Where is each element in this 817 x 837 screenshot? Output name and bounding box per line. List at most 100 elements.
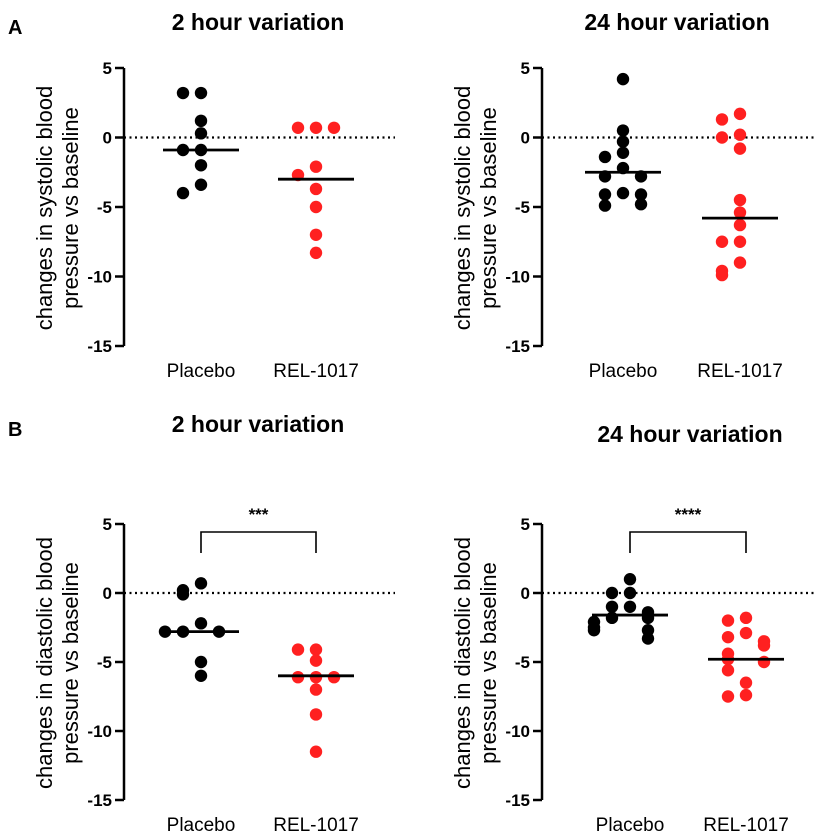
data-point-placebo [616,135,630,148]
data-point-rel-1017 [309,200,323,214]
y-axis-label-line: pressure vs baseline [58,107,83,309]
y-tick-label: -10 [87,268,112,287]
data-point-rel-1017 [733,107,747,121]
data-point-placebo [641,632,655,645]
chart-title: 24 hour variation [597,421,782,447]
significance-label: *** [249,505,269,524]
category-label: REL-1017 [273,815,359,836]
data-point-rel-1017 [733,256,747,269]
chart-title: 2 hour variation [172,411,345,437]
data-point-placebo [598,150,612,164]
data-point-rel-1017 [733,128,747,141]
data-point-rel-1017 [739,688,753,702]
data-point-rel-1017 [309,182,323,196]
data-point-placebo [616,72,630,86]
y-tick-label: 5 [521,59,530,78]
data-point-rel-1017 [309,708,323,721]
charts: 2 hour variation changes in systolic bloo… [32,9,817,836]
data-point-rel-1017 [715,131,729,144]
data-point-placebo [634,188,648,201]
data-point-placebo [194,114,208,128]
y-axis-label-line: pressure vs baseline [58,562,83,764]
chart-panel-3: 2 hour variation changes in diastolic blo… [32,411,395,836]
data-point-placebo [634,198,648,211]
data-point-rel-1017 [715,113,729,126]
data-point-rel-1017 [309,745,323,758]
data-point-placebo [176,588,190,601]
chart-title: 2 hour variation [172,9,345,35]
data-point-placebo [194,577,208,590]
data-point-rel-1017 [739,611,753,625]
y-tick-label: -10 [505,268,530,287]
y-axis-label-line: changes in systolic blood [450,86,475,331]
data-point-placebo [598,199,612,212]
y-tick-label: -15 [505,791,530,810]
data-point-rel-1017 [309,683,323,696]
category-label: Placebo [589,361,658,382]
data-point-placebo [623,573,637,586]
y-tick-label: -10 [505,722,530,741]
data-point-rel-1017 [721,630,735,644]
data-point-placebo [194,86,208,100]
y-tick-label: 5 [521,515,530,534]
data-point-rel-1017 [733,206,747,219]
data-point-placebo [598,188,612,201]
y-tick-label: -5 [97,653,112,672]
data-point-placebo [616,186,630,200]
panel-letter-b: B [8,419,22,441]
significance-bracket [629,531,747,553]
category-label: Placebo [167,815,236,836]
data-point-rel-1017 [291,643,305,656]
y-tick-label: -15 [87,791,112,810]
data-point-placebo [605,611,619,625]
y-tick-label: 5 [103,515,112,534]
data-point-placebo [616,124,630,137]
y-axis-label-line: changes in systolic blood [32,86,57,331]
y-tick-label: 0 [103,129,112,148]
data-point-rel-1017 [309,228,323,241]
y-tick-label: -10 [87,722,112,741]
data-point-placebo [587,624,601,637]
y-tick-label: 0 [521,584,530,603]
data-point-placebo [623,586,637,600]
data-point-rel-1017 [715,268,729,282]
chart-panel-4: 24 hour variation changes in diastolic bl… [450,421,817,836]
data-point-placebo [194,178,208,191]
y-tick-label: 0 [521,129,530,148]
panel-letter-a: A [8,17,22,39]
data-point-placebo [194,127,208,140]
chart-panel-2: 24 hour variation changes in systolic blo… [450,9,817,382]
y-tick-label: -5 [515,198,530,217]
data-point-placebo [623,600,637,613]
data-point-rel-1017 [721,690,735,703]
category-label: Placebo [596,815,665,836]
category-label: Placebo [167,361,236,382]
data-point-rel-1017 [733,193,747,207]
category-label: REL-1017 [703,815,789,836]
category-label: REL-1017 [697,361,783,382]
data-point-rel-1017 [309,246,323,260]
y-axis-label: changes in diastolic bloodpressure vs ba… [450,537,501,789]
data-point-rel-1017 [739,676,753,689]
data-point-rel-1017 [733,218,747,232]
data-point-rel-1017 [733,235,747,248]
category-label: REL-1017 [273,361,359,382]
data-point-rel-1017 [757,639,771,652]
data-point-rel-1017 [309,643,323,656]
data-point-rel-1017 [739,626,753,640]
data-point-rel-1017 [721,614,735,627]
data-point-rel-1017 [733,142,747,155]
data-point-placebo [194,617,208,630]
data-point-rel-1017 [721,664,735,677]
data-point-placebo [616,146,630,159]
data-point-placebo [194,655,208,669]
y-tick-label: -15 [505,337,530,356]
data-point-placebo [176,186,190,200]
data-point-rel-1017 [327,121,341,134]
data-point-placebo [641,611,655,625]
data-point-rel-1017 [757,655,771,669]
data-point-placebo [605,600,619,613]
data-point-placebo [176,86,190,100]
significance-label: **** [675,505,702,524]
